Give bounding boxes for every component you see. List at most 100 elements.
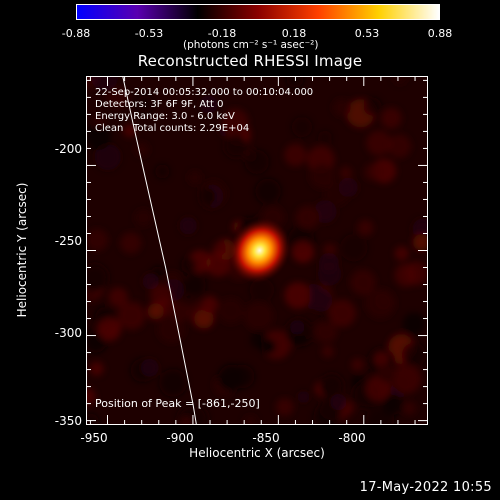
residual-blob — [321, 345, 334, 358]
residual-blob — [87, 124, 112, 150]
residual-blob — [249, 277, 275, 303]
residual-blob — [382, 394, 403, 416]
residual-blob — [106, 86, 128, 108]
residual-blob — [147, 303, 164, 320]
residual-blob — [87, 229, 109, 251]
residual-blob — [323, 243, 337, 257]
heatmap-image — [87, 77, 427, 424]
residual-blob — [188, 170, 202, 185]
residual-blob — [392, 77, 408, 85]
residual-blob — [317, 130, 332, 145]
energy-range-label: Energy Range: 3.0 - 6.0 keV — [95, 111, 235, 122]
method-label: Clean — [95, 123, 124, 134]
colorbar — [76, 4, 440, 20]
residual-blob — [295, 205, 320, 230]
residual-blob — [339, 166, 352, 179]
residual-blob — [357, 219, 374, 236]
residual-blob — [155, 164, 170, 179]
residual-blob — [97, 317, 121, 341]
residual-blob — [286, 77, 304, 88]
residual-blob — [402, 342, 427, 367]
residual-blob — [313, 200, 337, 224]
residual-blob — [221, 108, 249, 136]
residual-blob — [183, 274, 206, 297]
residual-blob — [314, 320, 338, 343]
x-tick-label: -850 — [252, 431, 280, 445]
residual-blob — [293, 333, 306, 346]
colorbar-tick-label: -0.88 — [61, 27, 91, 40]
residual-blob — [394, 263, 418, 287]
residual-blob — [194, 309, 214, 329]
residual-blob — [140, 358, 159, 377]
residual-blob — [255, 178, 281, 205]
image-plot: 22-Sep-2014 00:05:32.000 to 00:10:04.000… — [86, 76, 428, 425]
residual-blob — [89, 361, 104, 376]
residual-blob — [218, 364, 245, 391]
residual-blob — [108, 287, 128, 307]
residual-blob — [94, 143, 122, 171]
residual-blob — [392, 364, 422, 394]
residual-blob — [412, 233, 427, 251]
residual-blob — [309, 288, 325, 304]
residual-blob — [297, 390, 310, 404]
detectors-label: Detectors: 3F 6F 9F, Att 0 — [95, 99, 224, 110]
residual-blob — [340, 234, 368, 262]
residual-blob — [179, 415, 193, 424]
y-tick-label: -200 — [54, 142, 82, 156]
flare-source — [228, 217, 291, 284]
residual-blob — [363, 97, 382, 116]
residual-blob — [394, 246, 409, 261]
residual-blob — [157, 315, 186, 344]
residual-blob — [91, 77, 119, 92]
colorbar-units: (photons cm⁻² s⁻¹ asec⁻²) — [183, 39, 319, 51]
residual-blob — [243, 415, 258, 424]
residual-blob — [313, 403, 341, 424]
x-tick-label: -900 — [166, 431, 194, 445]
residual-blob — [120, 232, 142, 254]
residual-blob — [136, 95, 154, 113]
total-counts-label: Total counts: 2.29E+04 — [133, 123, 250, 134]
residual-blob — [380, 107, 402, 129]
residual-blob — [364, 163, 382, 181]
residual-blob — [261, 338, 277, 355]
residual-blob — [309, 163, 335, 189]
solar-limb-line — [122, 77, 197, 424]
colorbar-tick-label: -0.53 — [134, 27, 164, 40]
residual-blob — [365, 376, 391, 402]
timestamp: 17-May-2022 10:55 — [359, 480, 492, 495]
residual-blob — [387, 134, 412, 158]
x-tick-label: -950 — [80, 431, 108, 445]
residual-blob — [376, 363, 396, 383]
residual-blob — [289, 320, 305, 335]
residual-blob — [87, 264, 109, 291]
y-tick-label: -350 — [54, 414, 82, 428]
residual-blob — [402, 312, 426, 336]
residual-blob — [117, 301, 146, 330]
residual-blob — [201, 295, 218, 313]
y-tick-label: -300 — [54, 326, 82, 340]
residual-blob — [275, 398, 294, 416]
x-tick-label: -800 — [338, 431, 366, 445]
residual-blob — [403, 401, 416, 415]
residual-blob — [159, 369, 187, 397]
residual-blob — [351, 358, 364, 371]
residual-blob — [330, 393, 347, 411]
residual-blob — [150, 284, 173, 307]
residual-blob — [244, 301, 274, 331]
residual-blob — [284, 143, 307, 167]
residual-blob — [319, 373, 344, 398]
residual-blob — [179, 217, 197, 235]
residual-blob — [87, 387, 96, 406]
residual-blob — [217, 297, 244, 324]
residual-blob — [205, 251, 232, 277]
residual-blob — [180, 257, 197, 273]
residual-blob — [292, 241, 314, 263]
residual-blob — [199, 95, 218, 114]
residual-blob — [123, 124, 137, 138]
residual-blob — [244, 149, 270, 175]
residual-blob — [338, 177, 358, 197]
y-axis-label: Heliocentric Y (arcsec) — [15, 182, 29, 318]
residual-blob — [134, 209, 152, 227]
residual-blob — [317, 262, 342, 286]
